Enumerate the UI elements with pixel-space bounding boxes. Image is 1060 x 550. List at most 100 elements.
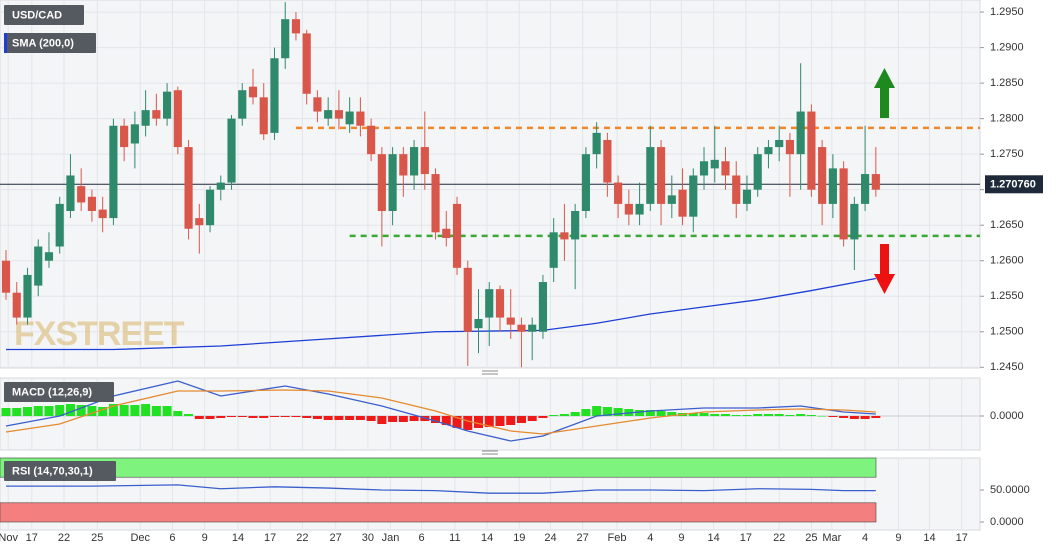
histogram-bar: [33, 406, 43, 416]
x-tick-label: 25: [91, 532, 103, 544]
candle-body: [495, 289, 505, 318]
y-tick-label: 1.2800: [990, 113, 1024, 125]
x-tick-label: Feb: [608, 532, 627, 544]
candle-body: [409, 147, 419, 176]
candle-body: [270, 58, 279, 133]
candle-body: [753, 154, 762, 190]
histogram-bar: [119, 405, 129, 416]
y-tick-label: 1.2600: [990, 255, 1024, 267]
histogram-bar: [227, 416, 237, 417]
histogram-bar: [194, 416, 204, 419]
y-tick-label: 0.0000: [990, 516, 1024, 528]
histogram-bar: [602, 407, 612, 416]
x-tick-label: 4: [647, 532, 653, 544]
y-tick-label: 1.2750: [990, 148, 1024, 160]
label-box: [4, 33, 96, 53]
candle-body: [12, 292, 21, 318]
rsi-band: [0, 457, 877, 478]
histogram-bar: [860, 416, 870, 419]
candle-body: [388, 154, 397, 211]
histogram-bar: [452, 416, 462, 428]
candle-body: [646, 147, 655, 204]
down-arrow: [874, 244, 895, 294]
candle-body: [291, 19, 301, 34]
candle-body: [77, 186, 86, 203]
candle-body: [839, 168, 848, 240]
candle-body: [345, 111, 354, 125]
y-tick-label: 1.2950: [990, 6, 1024, 18]
candle-body: [87, 196, 97, 211]
y-tick-label: 50.0000: [990, 484, 1030, 496]
candle-body: [334, 110, 343, 119]
candle-body: [528, 324, 537, 332]
y-tick-label: 1.2900: [990, 42, 1024, 54]
histogram-bar: [849, 416, 859, 419]
candle-body: [689, 175, 698, 217]
plot-layer: 1.24501.25001.25501.26001.26501.27001.27…: [0, 0, 1043, 544]
candle-body: [452, 203, 462, 268]
y-tick-label: 1.2850: [990, 77, 1024, 89]
x-tick-label: Mar: [822, 532, 841, 544]
histogram-bar: [473, 416, 484, 428]
histogram-bar: [108, 404, 118, 416]
histogram-bar: [839, 416, 849, 418]
histogram-bar: [817, 416, 827, 417]
candle-body: [699, 161, 709, 176]
candle-body: [828, 168, 837, 204]
candle-body: [710, 159, 719, 169]
x-tick-label: 14: [232, 532, 244, 544]
candle-body: [302, 33, 311, 94]
histogram-bar: [377, 416, 387, 424]
candle-body: [141, 110, 150, 126]
candle-body: [506, 317, 515, 325]
label-accent: [4, 33, 7, 53]
histogram-bar: [65, 404, 75, 416]
candle-body: [259, 97, 268, 135]
candle-body: [818, 147, 827, 204]
candle-body: [517, 324, 526, 332]
histogram-bar: [280, 416, 290, 417]
histogram-bar: [592, 406, 602, 416]
candle-body: [785, 139, 795, 155]
x-tick-label: 24: [544, 532, 556, 544]
candle-body: [721, 161, 730, 176]
panel-label: MACD (12,26,9): [12, 386, 92, 398]
y-tick-label: 0.0000: [990, 410, 1024, 422]
candle-body: [184, 147, 193, 229]
y-tick-label: 1.2500: [990, 326, 1024, 338]
candle-body: [549, 232, 558, 268]
histogram-bar: [763, 414, 773, 416]
x-tick-label: 25: [805, 532, 817, 544]
candle-body: [420, 147, 429, 175]
candle-body: [656, 147, 666, 204]
candle-body: [377, 154, 386, 211]
histogram-bar: [44, 406, 54, 416]
histogram-bar: [22, 407, 33, 416]
histogram-bar: [98, 407, 108, 416]
histogram-bar: [151, 406, 161, 416]
x-tick-label: 9: [202, 532, 208, 544]
histogram-bar: [516, 416, 526, 423]
histogram-bar: [796, 414, 806, 416]
panel-label: SMA (200,0): [12, 37, 74, 49]
histogram-bar: [141, 404, 151, 416]
candle-body: [678, 189, 687, 217]
y-tick-label: 1.2450: [990, 361, 1024, 373]
x-tick-label: 4: [862, 532, 868, 544]
candle-body: [367, 125, 376, 155]
histogram-bar: [248, 416, 258, 418]
candle-body: [442, 228, 451, 238]
histogram-bar: [1, 408, 11, 416]
histogram-bar: [613, 408, 623, 416]
histogram-bar: [527, 416, 537, 421]
histogram-bar: [334, 416, 344, 420]
histogram-bar: [409, 416, 419, 421]
candle-body: [485, 289, 494, 318]
x-tick-label: 22: [58, 532, 70, 544]
indicator-line: [6, 484, 876, 494]
candle-body: [603, 139, 612, 183]
histogram-bar: [753, 414, 763, 416]
x-tick-label: 22: [773, 532, 785, 544]
x-tick-label: 30: [362, 532, 374, 544]
